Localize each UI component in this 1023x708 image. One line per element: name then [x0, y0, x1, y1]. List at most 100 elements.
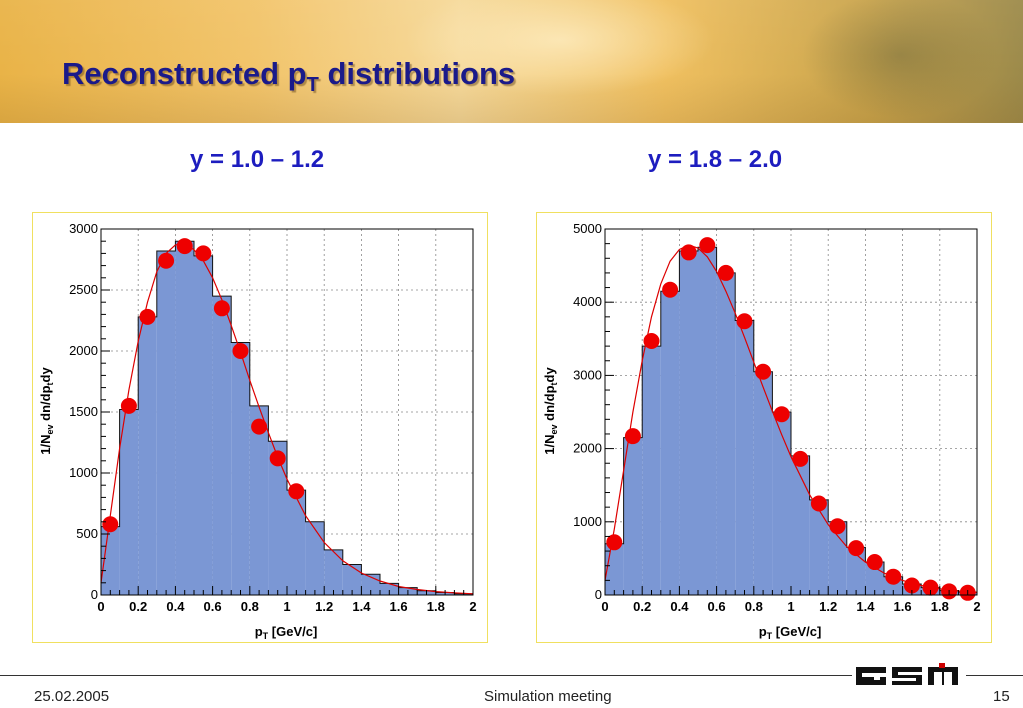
y-tick-label: 2000 [573, 441, 602, 456]
x-tick-label: 0.2 [129, 599, 147, 614]
histogram-bar [138, 316, 157, 595]
x-tick-label: 0.4 [670, 599, 689, 614]
data-point [829, 518, 846, 535]
histogram-bar [101, 526, 120, 595]
histogram-bar [809, 499, 829, 595]
histogram-bar [324, 549, 343, 595]
data-point [288, 483, 305, 500]
y-axis-title-part-rest: dy [542, 367, 557, 383]
y-tick-label: 1000 [69, 465, 98, 480]
data-point [251, 418, 268, 435]
x-axis-title: pT [GeV/c] [759, 624, 822, 641]
x-tick-label: 1.4 [352, 599, 371, 614]
x-tick-label: 1.8 [427, 599, 445, 614]
x-axis-title-rest: [GeV/c] [772, 624, 821, 639]
footer-divider [0, 675, 1023, 676]
data-point [866, 554, 883, 571]
gsi-logo [852, 662, 966, 688]
header-banner [0, 0, 1023, 123]
y-axis-title-part: 1/N [38, 434, 53, 454]
data-point [773, 406, 790, 423]
histogram-bar [249, 405, 269, 595]
histogram-bar [660, 291, 680, 595]
data-point [643, 332, 660, 349]
x-tick-label: 0 [97, 599, 104, 614]
y-tick-label: 1000 [573, 514, 602, 529]
x-tick-label: 1 [787, 599, 794, 614]
header-banner-shade [0, 0, 1023, 123]
histogram-bar [268, 441, 287, 595]
x-tick-label: 1.6 [390, 599, 408, 614]
data-point [755, 363, 772, 380]
data-point [232, 343, 249, 359]
data-point [158, 252, 175, 269]
y-tick-label: 1500 [69, 404, 98, 419]
chart-panel-right: 0 0.2 0.4 0.6 0.8 1 1.2 1.4 1.6 1.8 2 0 1000 2000 3000… [536, 212, 992, 643]
x-tick-label: 0.8 [745, 599, 763, 614]
x-tick-label: 0.8 [241, 599, 259, 614]
data-point [269, 450, 286, 467]
y-axis-title-part-rest: dy [38, 367, 53, 383]
histogram-outline [604, 246, 978, 595]
y-axis-title-part-sub1: ev [549, 424, 559, 434]
data-point [903, 577, 920, 594]
panel-title-left: y = 1.0 – 1.2 [190, 146, 325, 173]
histogram [101, 241, 473, 595]
footer-title: Simulation meeting [484, 688, 612, 705]
y-axis-title-part-mid: dn/dp [38, 385, 53, 424]
histogram-bar [735, 320, 754, 595]
y-tick-label: 3000 [573, 367, 602, 382]
slide-title-rest: distributions [318, 56, 516, 91]
y-axis-title: 1/Nev dn/dptdy [542, 367, 559, 455]
data-point [848, 540, 865, 557]
data-points [102, 238, 305, 533]
y-tick-label: 4000 [573, 294, 602, 309]
y-axis-title-part-mid: dn/dp [542, 385, 557, 424]
y-tick-label: 500 [76, 526, 98, 541]
x-tick-label: 1 [283, 599, 290, 614]
data-point [699, 237, 716, 254]
x-tick-label: 0.6 [204, 599, 222, 614]
y-tick-label: 3000 [69, 221, 98, 236]
y-axis: 0 500 1000 1500 2000 2500 3000 [69, 221, 110, 602]
y-tick-label: 2000 [69, 343, 98, 358]
data-point [195, 245, 212, 262]
chart-right: 0 0.2 0.4 0.6 0.8 1 1.2 1.4 1.6 1.8 2 0 1000 2000 3000… [542, 221, 981, 641]
x-axis-title-rest: [GeV/c] [268, 624, 317, 639]
y-axis-title-part-sub2: t [549, 382, 559, 385]
slide-title-subscript: T [306, 74, 319, 97]
x-tick-label: 0.2 [633, 599, 651, 614]
data-point [885, 568, 902, 585]
x-tick-label: 2 [973, 599, 980, 614]
x-axis-title-main: p [759, 624, 767, 639]
histogram-bar [716, 272, 736, 595]
chart-panel-left: 0 0.2 0.4 0.6 0.8 1 1.2 1.4 1.6 1.8 2 0 500 1000 1500 2… [32, 212, 488, 643]
histogram-bar [175, 241, 194, 595]
x-axis-title-sub: T [767, 631, 773, 641]
histogram-bar [212, 296, 232, 595]
data-point [120, 397, 137, 414]
x-tick-label: 0 [601, 599, 608, 614]
histogram-bar [753, 371, 773, 595]
data-point [736, 313, 753, 330]
y-tick-label: 2500 [69, 282, 98, 297]
x-tick-label: 1.4 [856, 599, 875, 614]
panel-title-right: y = 1.8 – 2.0 [648, 146, 783, 173]
histogram-bar [791, 455, 810, 595]
histogram-outline [100, 240, 474, 595]
histogram-bar [231, 342, 250, 595]
chart-left: 0 0.2 0.4 0.6 0.8 1 1.2 1.4 1.6 1.8 2 0 500 1000 1500 2… [38, 221, 477, 641]
page-number: 15 [993, 688, 1010, 705]
y-axis-title: 1/Nev dn/dptdy [38, 367, 55, 455]
histogram-bar [156, 250, 176, 595]
histogram-bar [828, 521, 847, 595]
x-tick-label: 2 [469, 599, 476, 614]
y-tick-label: 0 [595, 587, 602, 602]
slide-title: Reconstructed pT distributions [62, 56, 515, 97]
y-tick-label: 0 [91, 587, 98, 602]
x-tick-label: 1.2 [315, 599, 333, 614]
x-tick-label: 1.6 [894, 599, 912, 614]
data-point [102, 516, 119, 533]
data-point [792, 450, 809, 467]
footer-date: 25.02.2005 [34, 688, 110, 705]
